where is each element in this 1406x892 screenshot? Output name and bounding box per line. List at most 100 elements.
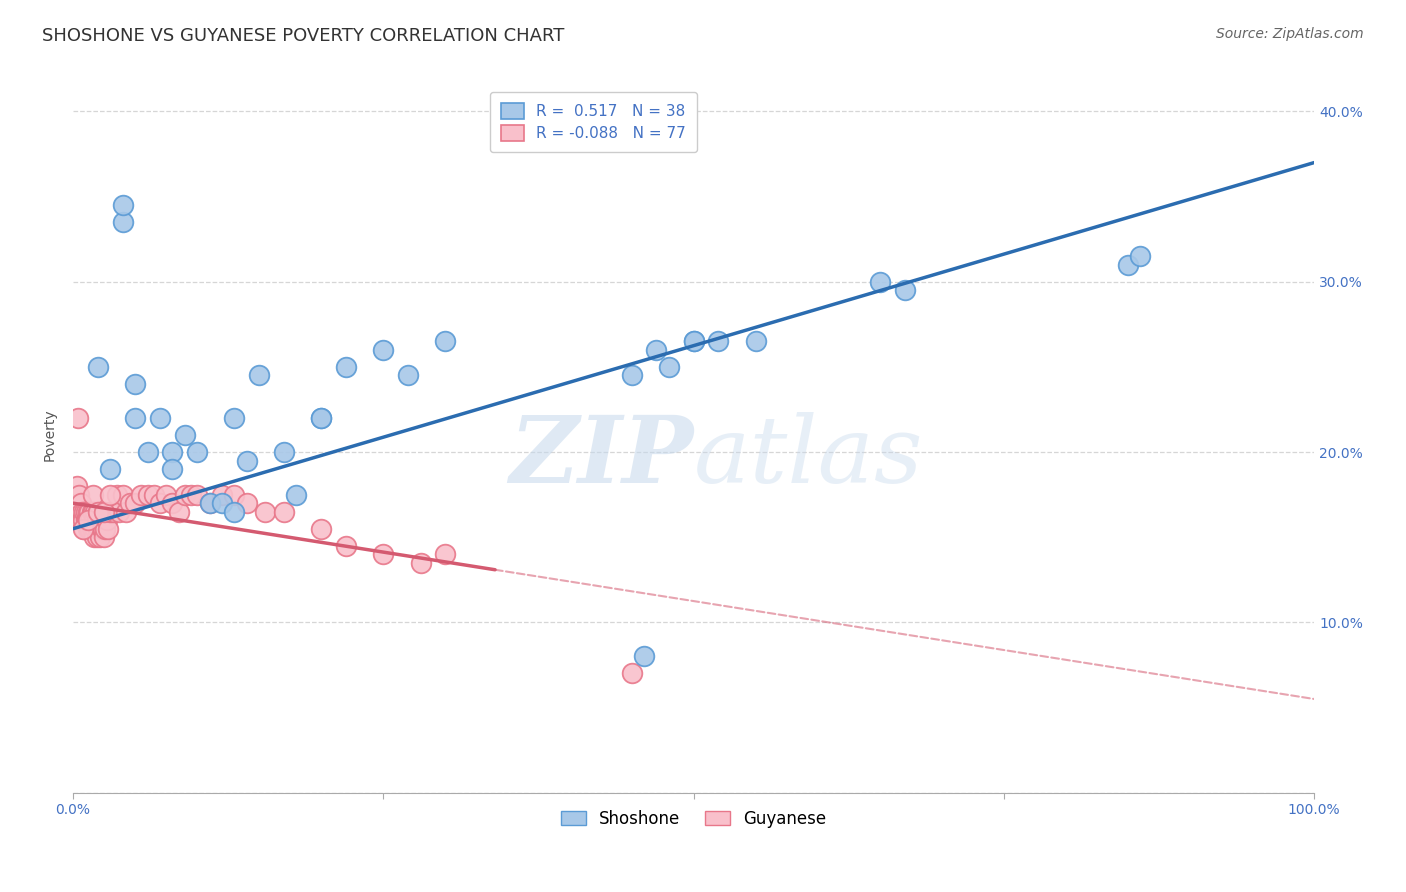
Point (162, 445, 184, 459)
Point (1129, 249, 1152, 263)
Point (93, 530, 115, 544)
Point (75, 513, 97, 527)
Point (82, 505, 104, 519)
Y-axis label: Poverty: Poverty (44, 409, 58, 461)
Point (87, 359, 110, 374)
Point (311, 411, 333, 425)
Point (142, 488, 165, 502)
Point (83, 530, 105, 544)
Point (82, 488, 104, 502)
Point (124, 376, 146, 391)
Point (162, 462, 184, 476)
Point (236, 496, 259, 510)
Point (186, 488, 208, 502)
Point (373, 547, 395, 561)
Point (77, 513, 100, 527)
Point (620, 666, 643, 681)
Text: Source: ZipAtlas.com: Source: ZipAtlas.com (1216, 27, 1364, 41)
Point (89, 530, 111, 544)
Point (162, 496, 184, 510)
Point (273, 505, 295, 519)
Point (93, 505, 115, 519)
Point (620, 368, 643, 383)
Point (91, 522, 114, 536)
Point (111, 488, 134, 502)
Point (434, 334, 457, 349)
Point (98, 488, 121, 502)
Point (73, 522, 96, 536)
Point (120, 496, 142, 510)
Point (149, 411, 172, 425)
Point (645, 343, 668, 357)
Point (335, 359, 357, 374)
Point (97, 522, 120, 536)
Point (744, 334, 766, 349)
Point (108, 505, 131, 519)
Point (167, 505, 190, 519)
Point (82, 522, 104, 536)
Point (311, 411, 333, 425)
Point (396, 368, 419, 383)
Point (80, 522, 103, 536)
Point (67, 411, 90, 425)
Point (254, 505, 277, 519)
Point (86, 513, 108, 527)
Point (111, 198, 134, 212)
Point (658, 359, 681, 374)
Point (224, 488, 246, 502)
Point (76, 513, 98, 527)
Point (84, 522, 107, 536)
Point (707, 334, 730, 349)
Point (89, 522, 111, 536)
Point (682, 334, 704, 349)
Point (93, 505, 115, 519)
Point (211, 496, 233, 510)
Point (409, 556, 432, 570)
Point (77, 522, 100, 536)
Text: SHOSHONE VS GUYANESE POVERTY CORRELATION CHART: SHOSHONE VS GUYANESE POVERTY CORRELATION… (42, 27, 565, 45)
Point (124, 411, 146, 425)
Point (89, 513, 111, 527)
Point (273, 445, 295, 459)
Point (83, 513, 105, 527)
Point (79, 522, 101, 536)
Point (893, 283, 915, 297)
Point (224, 505, 246, 519)
Point (247, 368, 270, 383)
Point (72, 522, 94, 536)
Point (1116, 258, 1139, 272)
Point (94, 522, 117, 536)
Point (131, 488, 153, 502)
Point (87, 505, 110, 519)
Point (84, 505, 107, 519)
Point (682, 334, 704, 349)
Point (66, 479, 89, 493)
Point (77, 505, 100, 519)
Point (77, 505, 100, 519)
Point (69, 496, 91, 510)
Point (155, 488, 177, 502)
Point (186, 445, 208, 459)
Point (224, 411, 246, 425)
Point (87, 522, 110, 536)
Point (77, 522, 100, 536)
Point (98, 505, 121, 519)
Point (173, 428, 195, 442)
Text: atlas: atlas (693, 411, 924, 501)
Point (335, 539, 357, 553)
Point (80, 505, 103, 519)
Point (869, 275, 891, 289)
Point (311, 522, 333, 536)
Point (79, 513, 101, 527)
Point (73, 505, 96, 519)
Point (198, 496, 221, 510)
Point (86, 530, 108, 544)
Text: ZIP: ZIP (509, 411, 693, 501)
Point (89, 505, 111, 519)
Point (101, 505, 124, 519)
Point (633, 649, 655, 664)
Point (98, 462, 121, 476)
Point (136, 445, 159, 459)
Point (87, 505, 110, 519)
Point (115, 505, 138, 519)
